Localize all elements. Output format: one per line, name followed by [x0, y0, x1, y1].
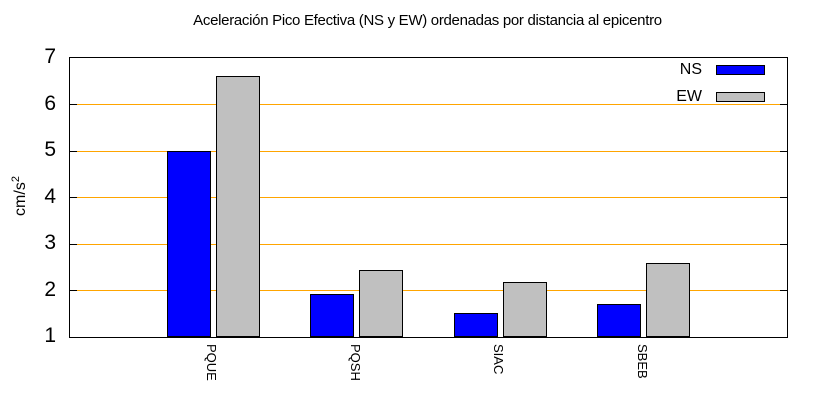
left-tick-5: [70, 150, 77, 152]
right-tick-3: [780, 243, 787, 245]
bar-ew-pque: [216, 76, 260, 337]
bar-ns-pqsh: [310, 294, 354, 337]
legend: NS EW: [670, 61, 765, 106]
gridline-2: [70, 290, 787, 291]
left-tick-2: [70, 290, 77, 291]
plot-area: [69, 57, 788, 338]
right-tick-4: [780, 197, 787, 198]
legend-swatch-ew: [716, 92, 765, 102]
bar-ew-pqsh: [359, 270, 403, 337]
right-tick-5: [780, 150, 787, 152]
y-tick-label-2: 2: [44, 277, 56, 301]
y-tick-label-5: 5: [44, 138, 56, 161]
gridline-3: [70, 243, 787, 245]
right-tick-6: [780, 104, 787, 105]
gridline-5: [70, 150, 787, 152]
x-tick-label-siac: SIAC: [491, 344, 506, 375]
y-tick-label-1: 1: [44, 324, 56, 347]
left-tick-3: [70, 243, 77, 245]
y-axis-label-superscript: 2: [9, 176, 22, 183]
chart-title: Aceleración Pico Efectiva (NS y EW) orde…: [193, 12, 662, 29]
y-tick-label-7: 7: [44, 45, 56, 68]
gridline-4: [70, 197, 787, 198]
bar-ns-sbeb: [597, 304, 641, 337]
x-tick-label-pqsh: PQSH: [348, 344, 363, 381]
y-tick-label-3: 3: [44, 231, 56, 254]
bar-ew-sbeb: [646, 263, 690, 337]
left-tick-6: [70, 104, 77, 105]
legend-label-ew: EW: [676, 88, 702, 105]
legend-label-ns: NS: [679, 61, 702, 78]
legend-item-ns: NS: [670, 61, 765, 79]
legend-item-ew: EW: [670, 88, 765, 106]
bar-ew-siac: [503, 282, 547, 337]
bar-ns-pque: [167, 151, 211, 337]
x-tick-label-pque: PQUE: [204, 344, 219, 381]
right-tick-2: [780, 290, 787, 291]
gridline-6: [70, 104, 787, 105]
y-tick-label-6: 6: [44, 91, 56, 115]
y-tick-label-4: 4: [44, 184, 56, 208]
bar-ns-siac: [454, 313, 498, 337]
x-tick-label-sbeb: SBEB: [635, 344, 650, 379]
legend-swatch-ns: [716, 65, 765, 75]
left-tick-4: [70, 197, 77, 198]
